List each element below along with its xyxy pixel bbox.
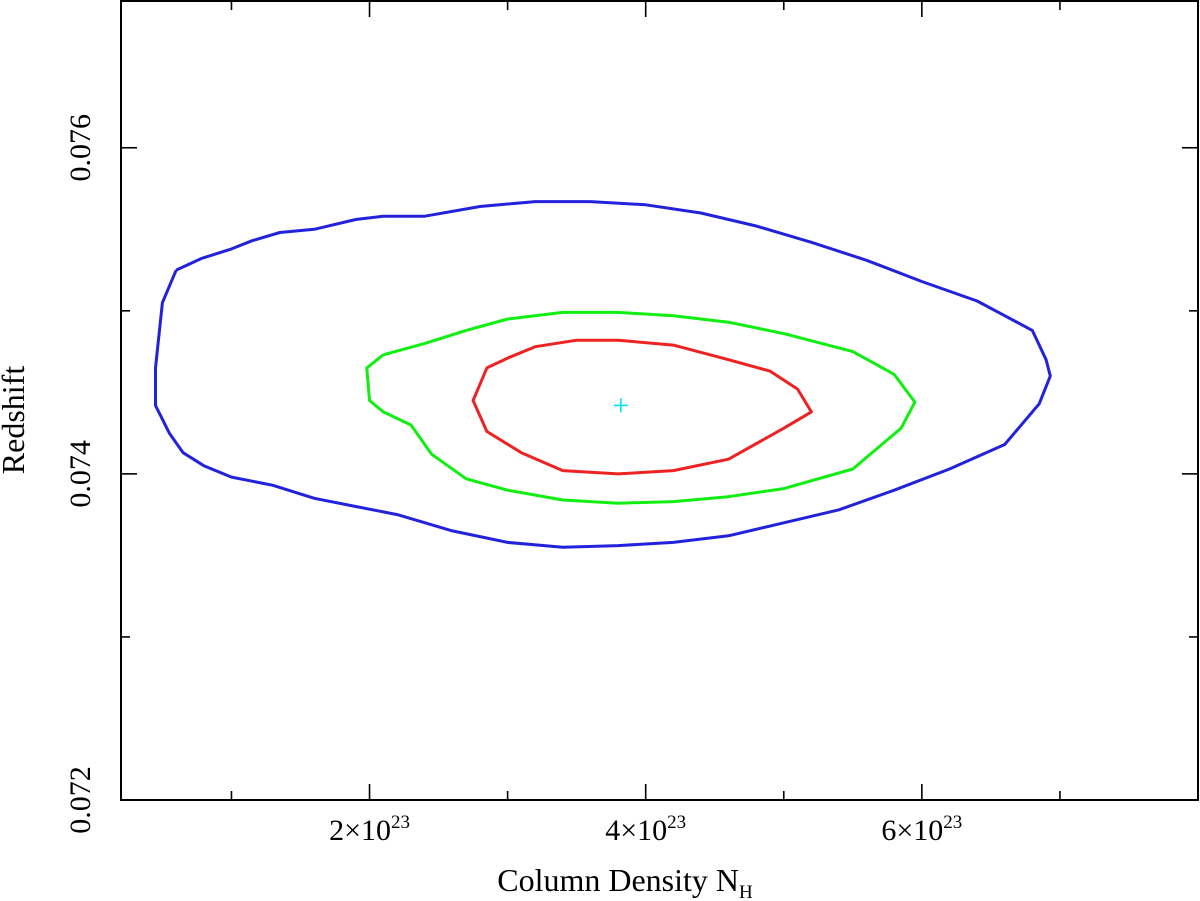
y-tick-label: 0.074 (64, 440, 97, 508)
contour-line-1 (154, 200, 1052, 549)
x-tick-labels: 2×1023 4×1023 6×1023 (329, 812, 962, 847)
axis-ticks (121, 1, 1198, 801)
contour-line-3 (471, 338, 813, 476)
x-tick-label: 6×1023 (881, 812, 962, 847)
y-axis-label: Redshift (0, 366, 31, 475)
y-tick-labels: 0.072 0.074 0.076 (64, 114, 97, 834)
contour-lines (154, 200, 1052, 549)
best-fit-marker (613, 398, 628, 413)
y-tick-label: 0.072 (64, 766, 97, 834)
x-axis-label: Column Density NH (497, 862, 753, 901)
x-tick-label: 2×1023 (329, 812, 410, 847)
y-tick-label: 0.076 (64, 114, 97, 182)
contour-line-2 (365, 310, 917, 505)
x-tick-label: 4×1023 (605, 812, 686, 847)
plot-frame (120, 0, 1199, 801)
